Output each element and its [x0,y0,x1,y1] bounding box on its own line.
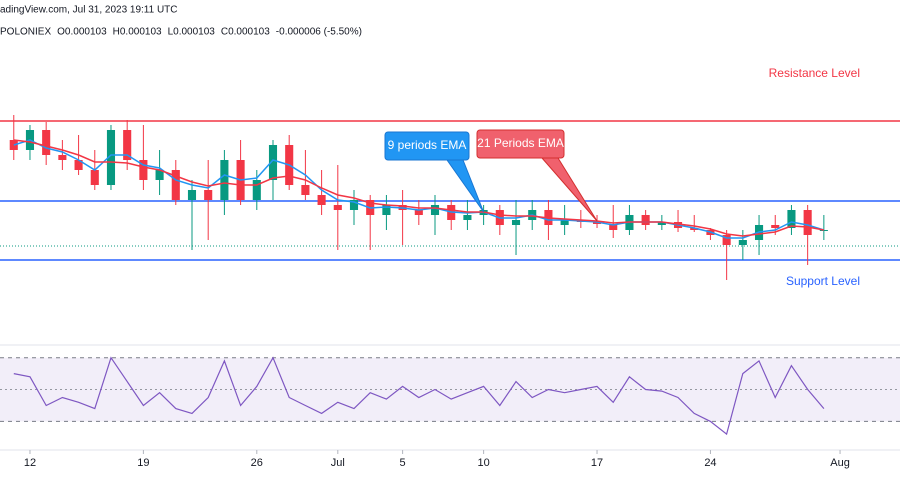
candle-body [430,205,440,215]
candle-body [592,222,602,224]
header-ohlc: -0.000006 (-5.50%) [276,27,362,38]
x-tick-label: 5 [400,457,406,469]
x-tick-label: 17 [591,457,603,469]
candle-body [771,225,780,228]
x-tick-label: 10 [477,457,489,469]
callout-text: 21 Periods EMA [477,136,564,150]
candle-body [349,200,359,210]
rsi-line [13,356,825,436]
level-label: Support Level [786,274,860,288]
candle-body [609,224,618,230]
x-tick-label: 12 [24,457,36,469]
candle-body [301,185,310,195]
candle-body [414,210,423,215]
candle-body [317,195,326,205]
candle-body [560,220,569,225]
candle-body [690,228,699,230]
level-label: Resistance Level [769,66,860,80]
candle-body [220,160,229,200]
header-ohlc: L0.000103 [168,27,216,38]
x-tick-label: Aug [830,457,850,469]
candle-body [738,240,747,245]
callout-box [384,131,470,161]
x-tick-label: 24 [704,457,716,469]
candle-body [74,160,83,170]
header-ohlc: C0.000103 [221,27,270,38]
callout-box [476,129,565,159]
x-tick-label: 26 [251,457,263,469]
x-tick-label: 19 [137,457,149,469]
candle-body [58,155,67,160]
candle-body [139,160,148,180]
candle-body [187,190,197,200]
ema-line [13,139,825,239]
candle-body [641,215,650,225]
candle-body [106,130,116,185]
candle-body [511,220,521,225]
candle-body [42,130,51,155]
candle-body [657,222,666,225]
candle-body [171,170,180,200]
candle-body [9,140,18,150]
candle-body [787,210,796,228]
candle-body [722,235,731,245]
ema-line [13,139,825,237]
header-ohlc: H0.000103 [113,27,162,38]
header-ohlc: O0.000103 [57,27,107,38]
candle-body [819,230,828,231]
candle-body [803,210,812,235]
header-exchange: POLONIEX [0,27,51,38]
candle-body [463,215,472,220]
candle-body [90,170,99,185]
candle-body [333,205,342,210]
candle-body [123,130,132,160]
x-tick-label: Jul [331,457,345,469]
candle-body [252,180,261,200]
callout-text: 9 periods EMA [388,138,467,152]
candle-body [204,190,213,200]
candle-body [382,205,391,215]
candle-body [155,170,164,180]
candle-body [268,145,278,180]
header-source: adingView.com, Jul 31, 2023 19:11 UTC [0,5,178,16]
